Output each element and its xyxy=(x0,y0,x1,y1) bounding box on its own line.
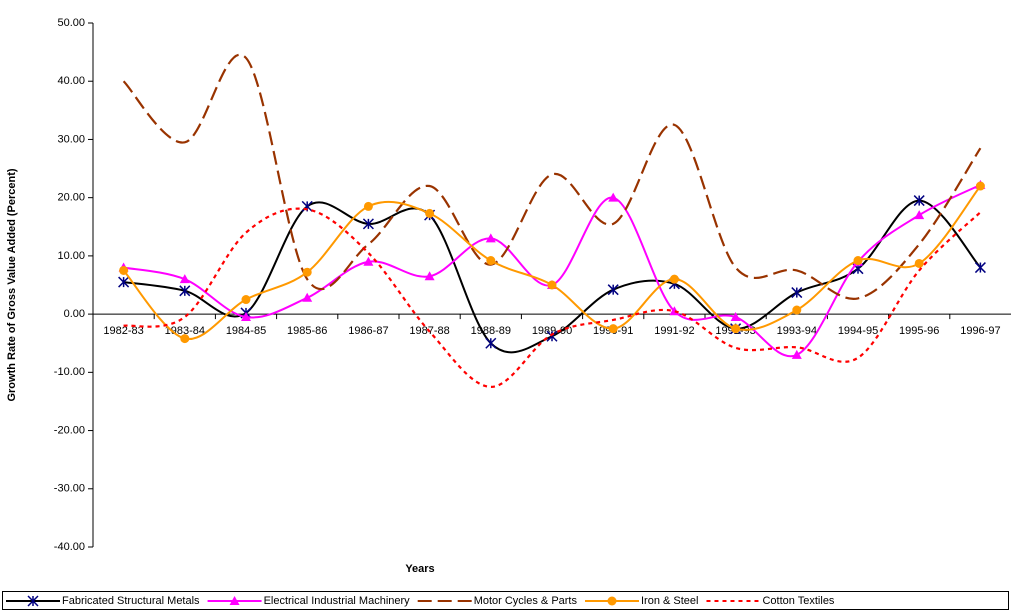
line xyxy=(122,53,982,300)
marker-circle xyxy=(119,265,129,275)
legend-label: Fabricated Structural Metals xyxy=(62,595,200,607)
marker-star xyxy=(362,218,374,230)
y-tick-label: -20.00 xyxy=(54,424,85,436)
line xyxy=(123,183,981,358)
y-tick-label: -30.00 xyxy=(54,483,85,495)
marker-circle xyxy=(302,267,312,277)
marker-triangle xyxy=(229,596,240,605)
x-axis-title: Years xyxy=(405,563,434,575)
marker-triangle xyxy=(914,210,925,220)
marker-triangle xyxy=(791,349,802,359)
x-tick-label: 1994-95 xyxy=(838,325,878,337)
line xyxy=(123,207,982,388)
marker-circle xyxy=(608,324,618,334)
marker-star xyxy=(607,284,619,296)
marker-circle xyxy=(363,201,373,211)
x-tick-label: 1993-94 xyxy=(777,325,817,337)
marker-circle xyxy=(547,280,557,290)
legend-label: Motor Cycles & Parts xyxy=(474,595,578,607)
line xyxy=(122,185,982,340)
marker-star xyxy=(27,595,39,607)
line xyxy=(123,199,982,354)
marker-star xyxy=(913,195,925,207)
marker-triangle xyxy=(363,256,374,266)
series xyxy=(119,181,985,344)
legend-label: Iron & Steel xyxy=(641,595,698,607)
y-tick-label: -10.00 xyxy=(54,366,85,378)
y-tick-label: 30.00 xyxy=(57,133,85,145)
legend-label: Cotton Textiles xyxy=(762,595,834,607)
y-axis-title: Growth Rate of Gross Value Added (Percen… xyxy=(6,168,18,401)
y-tick-label: -40.00 xyxy=(54,541,85,553)
x-tick-label: 1984-85 xyxy=(226,325,266,337)
marker-circle xyxy=(607,596,617,606)
x-tick-label: 1988-89 xyxy=(471,325,511,337)
marker-star xyxy=(974,262,986,274)
y-tick-label: 10.00 xyxy=(57,250,85,262)
y-tick-label: 50.00 xyxy=(57,17,85,29)
marker-circle xyxy=(792,305,802,315)
marker-star xyxy=(546,330,558,342)
x-tick-label: 1995-96 xyxy=(899,325,939,337)
marker-circle xyxy=(975,181,985,191)
marker-triangle xyxy=(179,274,190,284)
series xyxy=(123,207,982,388)
x-tick-label: 1996-97 xyxy=(960,325,1000,337)
marker-circle xyxy=(914,258,924,268)
marker-circle xyxy=(241,295,251,305)
marker-circle xyxy=(180,334,190,344)
x-tick-label: 1991-92 xyxy=(654,325,694,337)
marker-circle xyxy=(669,274,679,284)
x-tick-label: 1985-86 xyxy=(287,325,327,337)
marker-circle xyxy=(486,256,496,266)
marker-triangle xyxy=(485,233,496,243)
marker-circle xyxy=(731,324,741,334)
y-tick-label: 20.00 xyxy=(57,192,85,204)
series xyxy=(122,53,982,300)
y-tick-label: 40.00 xyxy=(57,75,85,87)
marker-triangle xyxy=(730,312,741,322)
marker-star xyxy=(179,285,191,297)
marker-star xyxy=(485,337,497,349)
marker-triangle xyxy=(241,312,251,322)
x-tick-label: 1982-83 xyxy=(103,325,143,337)
legend-label: Electrical Industrial Machinery xyxy=(264,595,411,607)
marker-circle xyxy=(853,256,863,266)
marker-triangle xyxy=(608,192,619,202)
marker-circle xyxy=(425,208,435,218)
marker-star xyxy=(791,287,803,299)
x-tick-label: 1989-90 xyxy=(532,325,572,337)
marker-triangle xyxy=(302,292,313,302)
marker-triangle xyxy=(424,271,435,281)
x-tick-label: 1986-87 xyxy=(348,325,388,337)
marker-star xyxy=(118,276,130,288)
y-tick-label: 0.00 xyxy=(64,308,85,320)
